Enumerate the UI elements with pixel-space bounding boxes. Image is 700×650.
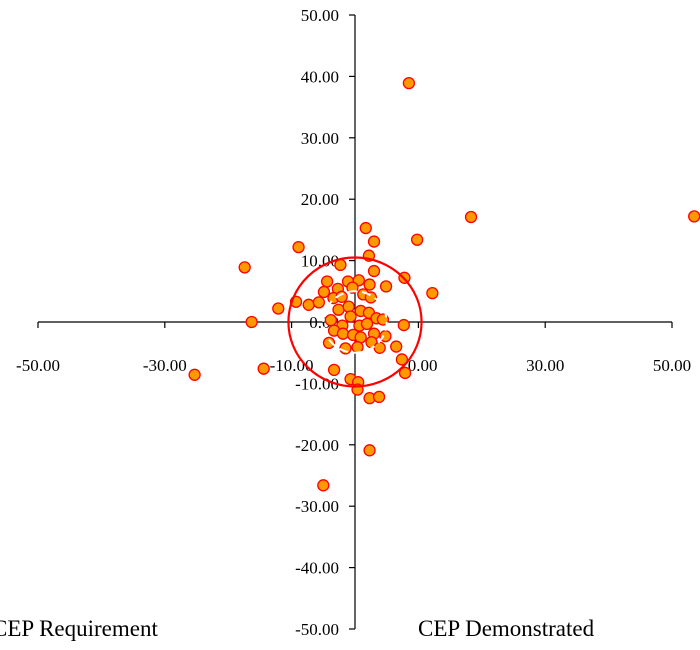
data-point	[351, 341, 364, 354]
y-tick-label: 10.00	[301, 252, 339, 271]
legend: CEP Requirement CEP Demonstrated	[0, 616, 595, 641]
data-point	[410, 233, 424, 246]
data-point	[317, 285, 331, 299]
data-point	[317, 479, 330, 492]
y-tick-label: -10.00	[295, 374, 339, 393]
data-point	[373, 341, 386, 354]
legend-cep-requirement: CEP Requirement	[0, 616, 158, 641]
data-point	[360, 317, 374, 330]
legend-cep-demonstrated: CEP Demonstrated	[418, 616, 595, 641]
data-point	[257, 362, 270, 375]
data-point	[426, 286, 439, 300]
data-point	[292, 240, 305, 254]
y-tick-label: 50.00	[301, 6, 339, 25]
y-tick-label: 30.00	[301, 129, 339, 148]
y-tick-label: 20.00	[301, 190, 339, 209]
data-point	[379, 280, 393, 293]
data-point	[363, 444, 376, 457]
y-tick-label: -20.00	[295, 436, 339, 455]
data-point	[312, 296, 326, 309]
data-point	[363, 278, 376, 291]
data-point	[332, 303, 345, 316]
x-tick-label: -30.00	[143, 356, 187, 375]
cep-circles	[287, 256, 423, 388]
data-point	[367, 235, 381, 248]
x-tick-label: -50.00	[16, 356, 60, 375]
x-axis-ticks: -50.00 -30.00 -10.00 10.00 30.00 50.00	[16, 322, 691, 375]
data-point	[336, 327, 350, 340]
data-point	[320, 275, 334, 288]
data-point	[367, 264, 381, 278]
data-point	[238, 261, 251, 274]
data-point	[245, 315, 258, 329]
data-points	[188, 77, 700, 492]
data-point	[344, 310, 357, 323]
data-point	[372, 390, 386, 404]
data-point	[402, 77, 416, 90]
data-point	[324, 314, 338, 327]
data-point	[395, 353, 409, 366]
y-axis-ticks: 50.0040.0030.0020.0010.000.00-10.00-20.0…	[295, 6, 355, 639]
data-point	[390, 340, 403, 353]
y-tick-label: -30.00	[295, 497, 339, 516]
data-point	[342, 300, 355, 313]
cep-demonstrated-circle	[322, 290, 388, 354]
data-point	[327, 363, 341, 377]
y-tick-label: -40.00	[295, 559, 339, 578]
data-point	[334, 258, 347, 272]
data-point	[272, 302, 285, 315]
data-point	[464, 210, 478, 224]
data-point	[302, 298, 315, 311]
data-point	[688, 210, 700, 223]
data-point	[397, 318, 410, 332]
x-tick-label: 50.00	[653, 356, 691, 375]
data-point	[188, 368, 201, 381]
data-point	[359, 221, 372, 235]
data-point	[322, 336, 336, 350]
y-tick-label: 40.00	[301, 67, 339, 86]
y-tick-label: -50.00	[295, 620, 339, 639]
x-tick-label: 30.00	[526, 356, 564, 375]
data-point	[398, 366, 412, 380]
cep-requirement-circle	[287, 256, 423, 388]
